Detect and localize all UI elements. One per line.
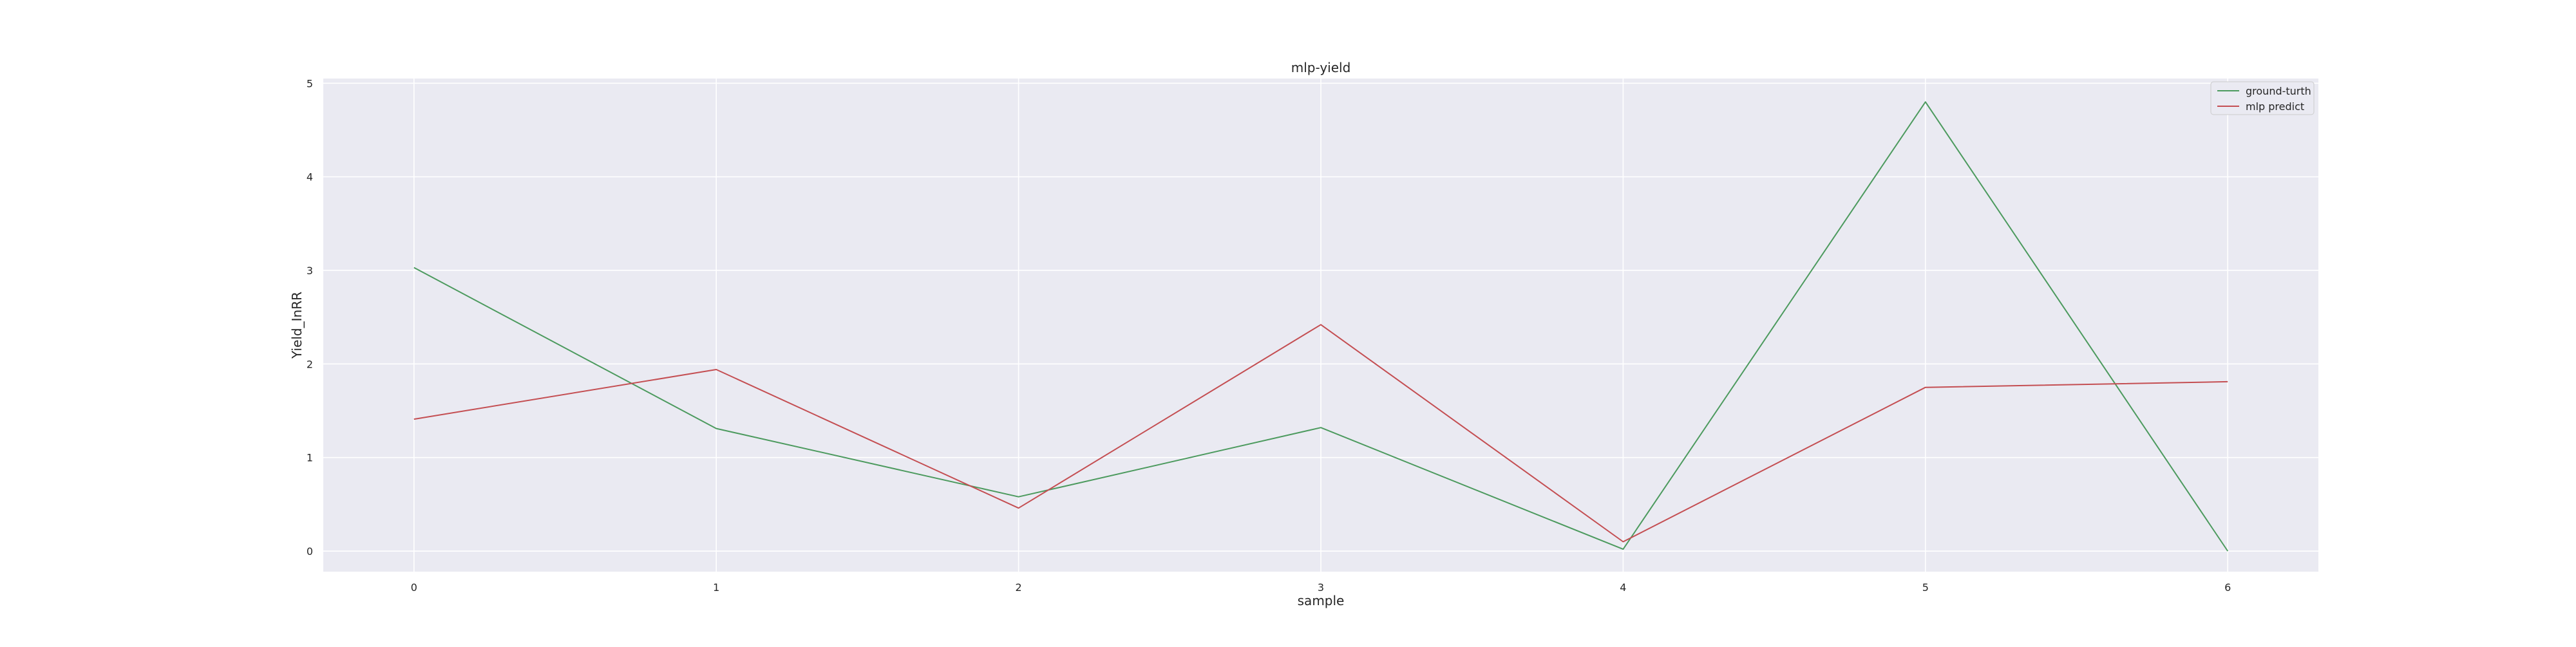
x-tick-label: 3 <box>1318 581 1324 594</box>
x-tick-label: 5 <box>1922 581 1929 594</box>
series-line-0 <box>413 101 2229 552</box>
y-tick-label: 1 <box>307 452 313 464</box>
legend-label: ground-turth <box>2246 85 2311 97</box>
tick-labels: 0 1 2 3 4 5 6 0 1 2 3 4 5 <box>307 77 2231 594</box>
y-tick-label: 3 <box>307 265 313 277</box>
grid <box>323 79 2318 572</box>
x-tick-label: 2 <box>1016 581 1022 594</box>
y-tick-label: 2 <box>307 358 313 370</box>
chart-title: mlp-yield <box>1291 60 1351 75</box>
x-tick-label: 1 <box>713 581 719 594</box>
x-tick-label: 6 <box>2224 581 2231 594</box>
x-tick-label: 0 <box>411 581 417 594</box>
y-tick-label: 5 <box>307 77 313 89</box>
legend: ground-turth mlp predict <box>2210 81 2315 115</box>
legend-label: mlp predict <box>2246 100 2304 113</box>
y-tick-label: 4 <box>307 171 313 183</box>
x-axis-label: sample <box>1298 593 1345 608</box>
series-line-1 <box>413 324 2228 543</box>
y-tick-label: 0 <box>307 545 313 558</box>
series-group <box>413 101 2229 552</box>
x-tick-label: 4 <box>1620 581 1626 594</box>
y-axis-label: Yield_InRR <box>289 292 305 359</box>
legend-entries: ground-turth mlp predict <box>2217 85 2311 113</box>
